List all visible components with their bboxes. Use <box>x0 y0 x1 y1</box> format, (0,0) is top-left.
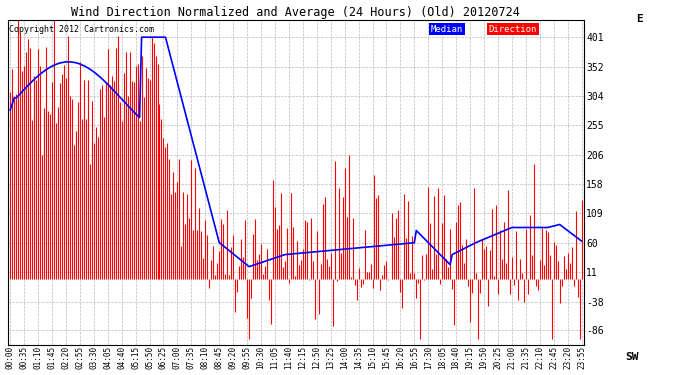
Text: E: E <box>636 14 643 24</box>
Text: Direction: Direction <box>489 25 537 34</box>
Text: Copyright 2012 Cartronics.com: Copyright 2012 Cartronics.com <box>9 25 154 34</box>
Title: Wind Direction Normalized and Average (24 Hours) (Old) 20120724: Wind Direction Normalized and Average (2… <box>72 6 520 18</box>
Text: Median: Median <box>431 25 463 34</box>
Text: SW: SW <box>625 352 639 362</box>
